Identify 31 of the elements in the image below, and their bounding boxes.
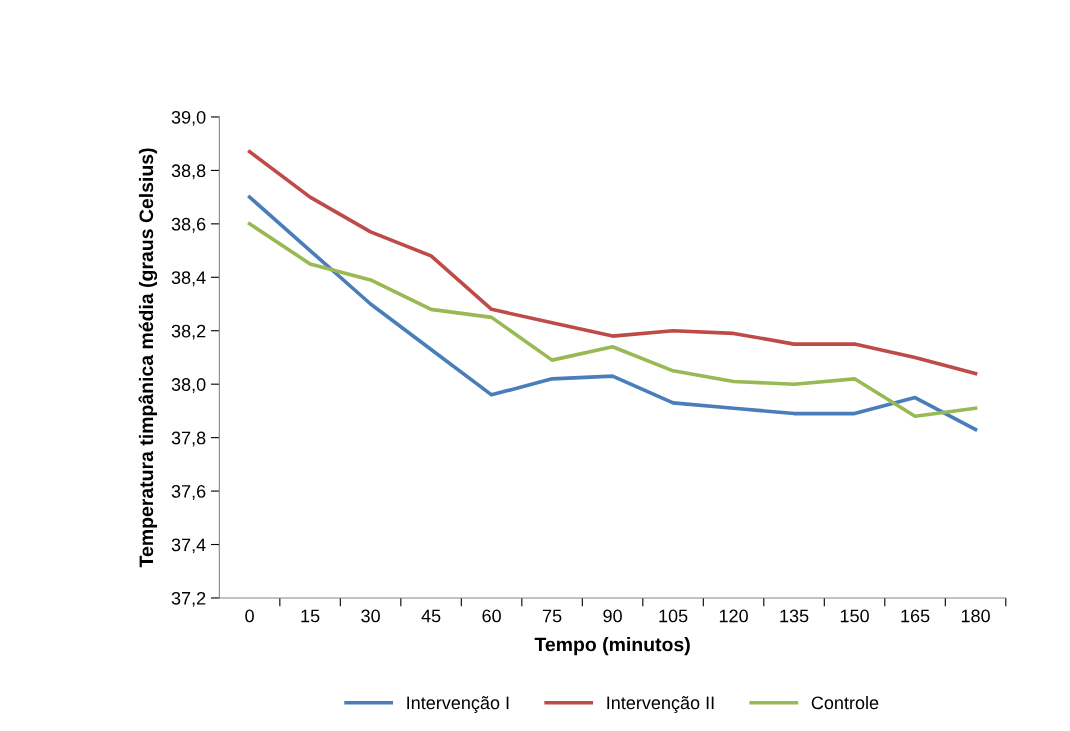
x-tick-label: 0 xyxy=(245,609,254,623)
x-tick-label: 165 xyxy=(901,609,930,623)
x-axis-title: Tempo (minutos) xyxy=(534,637,690,656)
x-tick-label: 15 xyxy=(301,609,320,623)
line-series xyxy=(247,222,978,419)
y-tick-label: 37,6 xyxy=(171,485,206,500)
y-tick-label: 39,0 xyxy=(171,110,206,126)
x-tick-label: 135 xyxy=(780,609,809,623)
line-series xyxy=(247,149,978,376)
line-series xyxy=(247,195,978,432)
y-tick-label: 38,8 xyxy=(171,164,206,180)
x-tick-label: 90 xyxy=(603,609,622,623)
x-tick-label: 30 xyxy=(361,609,380,623)
y-tick-label: 38,4 xyxy=(171,271,206,287)
x-tick-label: 60 xyxy=(482,609,501,623)
y-tick-label: 37,4 xyxy=(171,538,206,554)
legend-label: Intervenção I xyxy=(407,696,509,713)
y-axis-title: Temperatura timpânica média (graus Celsius) xyxy=(138,148,158,568)
x-tick-label: 45 xyxy=(421,609,441,623)
y-tick-label: 38,6 xyxy=(171,217,206,233)
y-tick-label: 37,2 xyxy=(171,591,206,607)
x-tick-label: 150 xyxy=(840,609,869,623)
legend-label: Controle xyxy=(811,695,879,710)
y-tick-label: 37,8 xyxy=(171,431,206,447)
x-tick-label: 120 xyxy=(719,609,748,623)
y-tick-label: 38,0 xyxy=(171,378,206,394)
x-tick-label: 180 xyxy=(961,609,990,623)
legend-label: Intervenção II xyxy=(607,696,714,713)
x-tick-label: 105 xyxy=(659,609,688,623)
y-tick-label: 38,2 xyxy=(171,324,206,340)
x-tick-label: 75 xyxy=(542,609,562,623)
